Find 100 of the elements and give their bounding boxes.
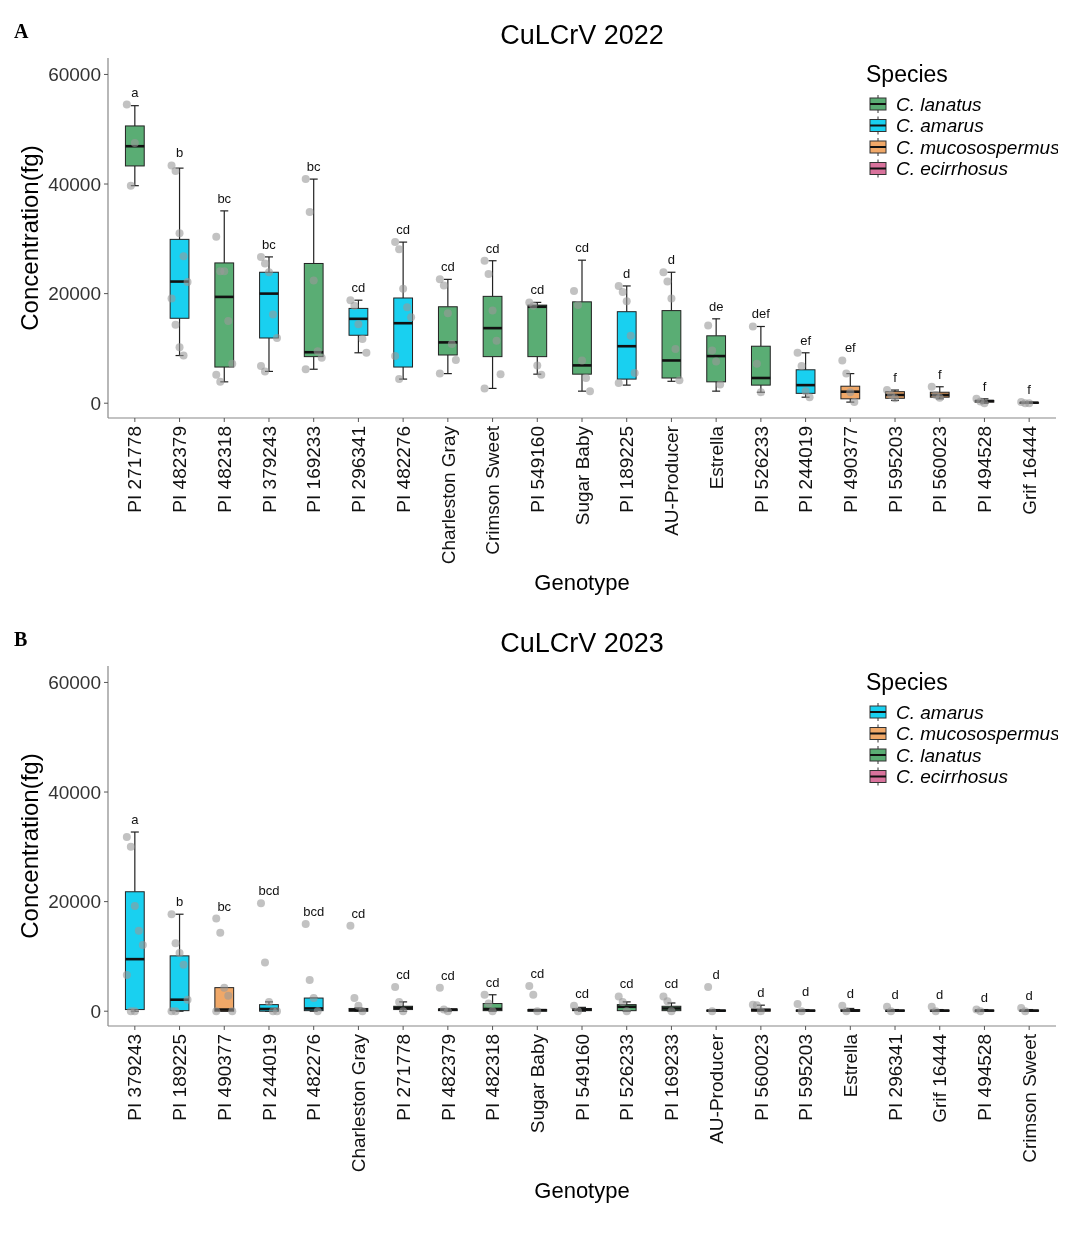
annotation: d	[936, 986, 944, 1002]
annotation: cd	[485, 240, 500, 256]
x-tick-label: Grif 16444	[929, 1033, 951, 1123]
x-tick-label: PI 169233	[303, 426, 325, 513]
y-tick-label: 0	[90, 1000, 101, 1022]
annotation: b	[175, 894, 184, 910]
x-tick-label: PI 379243	[258, 426, 280, 513]
x-tick-label: PI 526233	[616, 1034, 638, 1121]
x-tick-label: Estrella	[839, 1033, 861, 1098]
x-tick-label: PI 560023	[750, 1034, 772, 1121]
annotation: ef	[844, 340, 857, 356]
annotation: d	[980, 989, 989, 1005]
x-tick-label: Crimson Sweet	[482, 425, 504, 555]
text: A	[14, 20, 29, 42]
annotation: de	[708, 298, 724, 314]
x-tick-label: Crimson Sweet	[1018, 1033, 1040, 1163]
x-tick-label: PI 244019	[258, 1034, 280, 1121]
x-tick-label: Estrella	[705, 425, 727, 490]
annotation: cd	[440, 259, 455, 275]
x-tick-label: PI 526233	[750, 426, 772, 513]
annotation: bc	[306, 159, 322, 175]
annotation: d	[757, 984, 765, 1000]
annotation: a	[131, 84, 140, 100]
x-tick-label: PI 482276	[303, 1034, 325, 1121]
x-tick-label: PI 549160	[571, 1034, 593, 1121]
x-tick-label: AU-Producer	[705, 1033, 727, 1144]
annotation: cd	[575, 985, 589, 1001]
x-tick-label: PI 482379	[437, 1034, 459, 1121]
x-tick-label: PI 490377	[213, 1034, 235, 1121]
annotation: f	[982, 378, 987, 394]
annotation: bc	[262, 236, 277, 252]
annotation: cd	[664, 976, 679, 992]
annotation: bc	[217, 190, 232, 206]
annotation: def	[751, 306, 771, 322]
x-tick-label: PI 271778	[392, 1034, 414, 1121]
x-axis-title: Genotype	[534, 570, 630, 595]
legend-label: C. lanatus	[896, 93, 983, 115]
x-tick-label: PI 482276	[392, 426, 414, 513]
annotation: d	[712, 967, 720, 983]
annotation: f	[893, 370, 898, 386]
annotation: d	[1025, 987, 1033, 1003]
x-tick-label: Sugar Baby	[526, 1033, 548, 1134]
x-tick-label: PI 271778	[124, 426, 146, 513]
annotation: cd	[575, 240, 589, 256]
chart-title: CuLCrV 2022	[500, 20, 664, 50]
annotation: cd	[530, 966, 545, 981]
annotation: d	[891, 986, 899, 1002]
chart-title: CuLCrV 2023	[500, 628, 664, 658]
legend-label: C. ecirrhosus	[896, 766, 1009, 788]
annotation: f	[937, 366, 942, 382]
x-tick-label: PI 595203	[795, 1034, 817, 1121]
x-tick-label: Grif 16444	[1018, 425, 1040, 515]
y-tick-label: 60000	[48, 672, 101, 694]
annotation: d	[846, 985, 854, 1001]
y-tick-label: 20000	[48, 891, 101, 913]
x-tick-label: PI 296341	[348, 426, 370, 513]
x-tick-label: Charleston Gray	[437, 425, 459, 565]
annotation: cd	[619, 976, 634, 992]
x-axis-title: Genotype	[534, 1178, 630, 1203]
y-tick-label: 60000	[48, 64, 101, 86]
y-axis-title: Concentration(fg)	[16, 753, 43, 939]
x-tick-label: Charleston Gray	[348, 1033, 370, 1173]
annotation: cd	[351, 280, 366, 296]
y-tick-label: 40000	[48, 781, 101, 803]
text: B	[14, 628, 28, 650]
annotation: cd	[440, 967, 455, 983]
x-tick-label: PI 494528	[974, 1034, 996, 1121]
annotation: ef	[800, 332, 812, 348]
annotation: a	[131, 812, 140, 828]
annotation: d	[667, 252, 676, 268]
x-tick-label: PI 169233	[661, 1034, 683, 1121]
annotation: cd	[485, 974, 500, 990]
x-tick-label: PI 490377	[839, 426, 861, 513]
x-tick-label: PI 189225	[169, 1034, 191, 1121]
x-tick-label: PI 482318	[482, 1034, 504, 1121]
annotation: bcd	[303, 904, 325, 920]
x-tick-label: PI 244019	[795, 426, 817, 513]
x-tick-label: PI 379243	[124, 1034, 146, 1121]
legend-label: C. amarus	[896, 115, 985, 137]
x-tick-label: PI 482318	[213, 426, 235, 513]
legend-label: C. lanatus	[896, 744, 983, 766]
x-tick-label: PI 296341	[884, 1034, 906, 1121]
legend-title: Species	[866, 669, 948, 695]
annotation: cd	[396, 967, 410, 983]
x-tick-label: PI 482379	[169, 426, 191, 513]
annotation: cd	[530, 282, 545, 298]
x-tick-label: PI 549160	[526, 426, 548, 513]
x-tick-label: AU-Producer	[661, 425, 683, 536]
y-tick-label: 20000	[48, 283, 101, 305]
y-tick-label: 40000	[48, 173, 101, 195]
annotation: cd	[396, 222, 410, 238]
x-tick-label: Sugar Baby	[571, 425, 593, 526]
annotation: d	[801, 984, 810, 1000]
x-tick-label: PI 595203	[884, 426, 906, 513]
annotation: bc	[217, 898, 232, 914]
y-axis-title: Concentration(fg)	[16, 145, 43, 331]
legend-title: Species	[866, 61, 948, 87]
annotation: bcd	[258, 883, 280, 899]
annotation: f	[1027, 382, 1032, 398]
legend-label: C. ecirrhosus	[896, 158, 1009, 180]
